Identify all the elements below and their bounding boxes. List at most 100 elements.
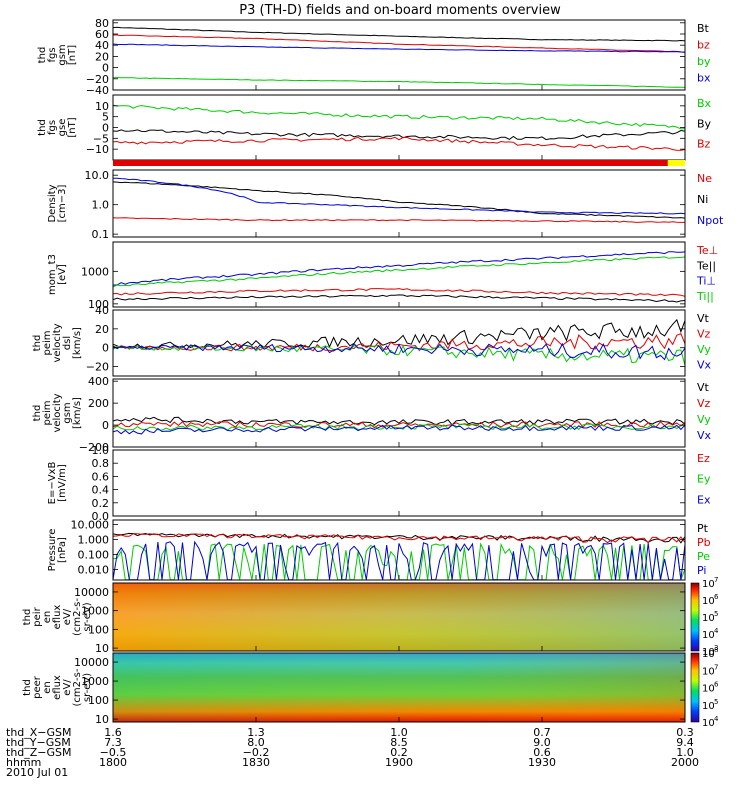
panel-frame xyxy=(112,378,686,448)
footer-value: 8.0 xyxy=(247,736,265,749)
series-line-by xyxy=(112,76,686,88)
colorbar-tick: 10 xyxy=(702,701,715,712)
spectrogram-overlay xyxy=(113,653,685,722)
y-tick-label: 1000 xyxy=(81,265,109,278)
colorbar-tick: 10 xyxy=(702,579,715,590)
panel-5: Vt Vz Vy Vx 40 20 0 −20 thd peim velocity dsl [km/s] xyxy=(32,304,712,377)
y-tick-label: 20 xyxy=(95,50,109,63)
series-line-Pb xyxy=(112,533,686,544)
legend-by: by xyxy=(697,55,711,68)
y-tick-label: 10.000 xyxy=(71,519,110,532)
legend-Ti⊥: Ti⊥ xyxy=(696,275,716,288)
y-axis-label: thd xyxy=(32,335,43,352)
legend-Ez: Ez xyxy=(697,452,710,465)
y-tick-label: 0.010 xyxy=(78,564,110,577)
series-line-bx xyxy=(112,43,686,53)
footer-value: 9.0 xyxy=(533,736,551,749)
y-tick-label: 1.0 xyxy=(92,199,110,212)
y-axis-label: gsm xyxy=(57,44,68,65)
colorbar-exponent: 6 xyxy=(714,681,719,689)
panel-frame xyxy=(112,241,686,308)
y-tick-label: 10 xyxy=(95,100,109,113)
footer-value: 2000 xyxy=(671,756,699,769)
y-tick-label: −5 xyxy=(93,132,109,145)
y-tick-label: 10 xyxy=(95,642,109,655)
legend-Te⊥: Te⊥ xyxy=(696,244,718,257)
legend-By: By xyxy=(697,117,712,130)
series-line-Bt xyxy=(112,26,686,42)
colorbar xyxy=(690,582,700,652)
y-tick-label: 10000 xyxy=(74,656,109,669)
series-line-Vz xyxy=(112,333,686,352)
footer-value: 0.6 xyxy=(533,746,551,759)
footer-value: 1.6 xyxy=(104,726,122,739)
y-axis-label: dsl xyxy=(62,336,73,350)
y-axis-label: [nT] xyxy=(67,117,78,137)
footer-value: −0.5 xyxy=(100,746,127,759)
y-axis-label: fgs xyxy=(47,120,58,135)
y-tick-label: 0 xyxy=(102,62,109,75)
y-axis-label: Density xyxy=(47,184,58,222)
series-line-Bz xyxy=(112,136,686,151)
y-axis-label: thd xyxy=(22,609,33,626)
y-axis-label: sr-eV) xyxy=(82,602,93,631)
y-axis-label: en xyxy=(42,681,53,694)
series-line-Pt xyxy=(112,532,686,544)
footer-value: 7.3 xyxy=(104,736,122,749)
y-axis-label: eflux xyxy=(52,675,63,700)
footer-value: 0.7 xyxy=(533,726,551,739)
y-axis-label: [mV/m] xyxy=(57,464,68,502)
colorbar-tick: 10 xyxy=(702,596,715,607)
y-axis-label: (cm2-s- xyxy=(72,598,83,636)
y-axis-label: [cm−3] xyxy=(57,185,68,223)
legend-Vx: Vx xyxy=(697,359,712,372)
series-line-Pi xyxy=(112,540,686,581)
y-axis-label: thd xyxy=(32,405,43,422)
y-tick-label: 1000 xyxy=(81,605,109,618)
date-label: 2010 Jul 01 xyxy=(6,766,68,779)
series-line-Vy xyxy=(112,344,686,366)
legend-bz: bz xyxy=(697,39,710,52)
legend-bx: bx xyxy=(697,72,711,85)
legend-Pe: Pe xyxy=(697,550,710,563)
y-axis-label: velocity xyxy=(52,323,63,362)
colorbar-exponent: 7 xyxy=(714,663,718,671)
y-tick-label: −10 xyxy=(86,143,109,156)
y-tick-label: 100 xyxy=(88,694,109,707)
colorbar-tick: 10 xyxy=(702,613,715,624)
y-tick-label: 5 xyxy=(102,111,109,124)
y-tick-label: 200 xyxy=(88,397,109,410)
colorbar-exponent: 3 xyxy=(714,644,718,652)
x-axis-footer: thd_X−GSM 1.6 1.3 1.0 0.7 0.3 thd_Y−GSM 7.3 8.0 8… xyxy=(6,726,699,769)
legend-Te||: Te|| xyxy=(696,259,716,272)
y-axis-label: en xyxy=(42,611,53,624)
spectrogram-overlay xyxy=(113,583,685,651)
y-tick-label: 10 xyxy=(95,713,109,726)
colorbar-tick: 10 xyxy=(702,630,715,641)
y-axis-label: fgs xyxy=(47,47,58,62)
legend-Vt: Vt xyxy=(697,312,710,325)
series-line-Vt xyxy=(112,318,686,349)
colorbar-tick: 10 xyxy=(702,666,715,677)
legend-Vz: Vz xyxy=(697,328,711,341)
colorbar-exponent: 5 xyxy=(714,610,718,618)
y-tick-label: 10.0 xyxy=(85,169,110,182)
legend-Vy: Vy xyxy=(697,343,711,356)
panel-4: Te⊥ Te|| Ti⊥ Ti|| 1000 100 mom_t3 [eV] xyxy=(47,241,718,311)
y-tick-label: 20 xyxy=(95,323,109,336)
footer-value: 9.4 xyxy=(676,736,694,749)
y-axis-label: Pressure xyxy=(47,529,58,572)
footer-value: 0.2 xyxy=(390,746,408,759)
footer-value: 1.0 xyxy=(676,746,694,759)
legend-Pt: Pt xyxy=(697,522,709,535)
y-tick-label: 0.0 xyxy=(92,510,110,523)
panel-7: Ez Ey Ex 1.00.80.60.40.20.0 E=−VxB [mV/m] xyxy=(47,444,711,523)
y-tick-label: 0.4 xyxy=(92,484,110,497)
footer-value: 1900 xyxy=(385,756,413,769)
y-tick-label: 100 xyxy=(88,298,109,311)
y-tick-label: 1000 xyxy=(81,675,109,688)
footer-row-label: hhmm xyxy=(6,756,41,769)
y-tick-label: 0.100 xyxy=(78,549,110,562)
legend-Npot: Npot xyxy=(697,214,724,227)
